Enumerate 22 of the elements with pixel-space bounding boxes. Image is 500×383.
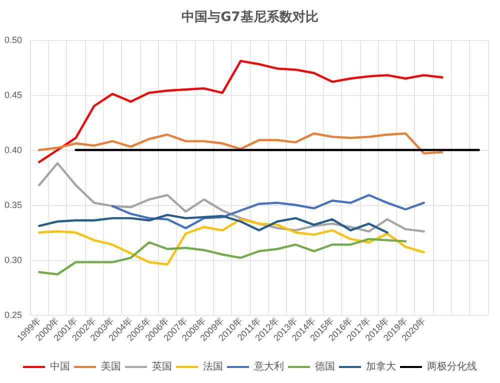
line-series — [38, 218, 425, 266]
legend-label: 美国 — [101, 360, 121, 372]
y-tick-label: 0.35 — [4, 200, 22, 210]
line-series — [38, 238, 407, 276]
y-tick-label: 0.25 — [4, 310, 22, 320]
line-series — [111, 194, 425, 230]
y-tick-label: 0.30 — [4, 255, 22, 265]
legend-label: 英国 — [152, 360, 172, 372]
legend-label: 加拿大 — [366, 360, 396, 372]
legend-label: 意大利 — [253, 360, 284, 372]
line-series — [38, 162, 425, 232]
y-tick-label: 0.45 — [4, 90, 22, 100]
legend-label: 德国 — [315, 362, 335, 372]
legend-label: 法国 — [203, 360, 223, 372]
legend-label: 两极分化线 — [427, 360, 477, 372]
y-tick-label: 0.50 — [4, 35, 22, 45]
chart-title: 中国与G7基尼系数对比 — [182, 9, 318, 25]
line-series — [38, 132, 444, 154]
y-tick-label: 0.40 — [4, 145, 22, 155]
legend-label: 中国 — [50, 360, 70, 372]
line-series — [38, 214, 388, 234]
line-series — [38, 60, 444, 164]
